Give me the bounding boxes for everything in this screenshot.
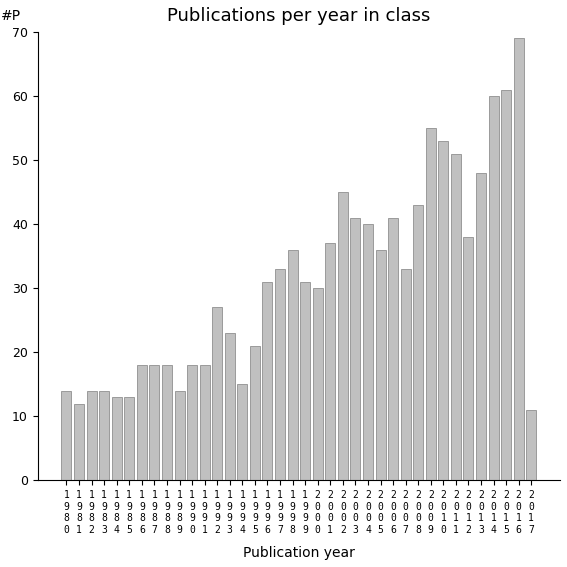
Bar [238, 384, 247, 480]
Bar [413, 205, 423, 480]
Bar [350, 218, 361, 480]
Bar [187, 365, 197, 480]
Bar [476, 173, 486, 480]
Bar [263, 282, 273, 480]
Bar [149, 365, 159, 480]
Bar [325, 243, 335, 480]
Bar [250, 346, 260, 480]
Bar [388, 218, 398, 480]
Text: #P: #P [1, 9, 22, 23]
Bar [375, 250, 386, 480]
Bar [175, 391, 185, 480]
Bar [489, 96, 498, 480]
Bar [99, 391, 109, 480]
Bar [275, 269, 285, 480]
Bar [312, 288, 323, 480]
Bar [212, 307, 222, 480]
Bar [225, 333, 235, 480]
Bar [401, 269, 411, 480]
Title: Publications per year in class: Publications per year in class [167, 7, 430, 25]
Bar [463, 237, 473, 480]
Bar [438, 141, 448, 480]
Bar [451, 154, 461, 480]
Bar [61, 391, 71, 480]
Bar [526, 410, 536, 480]
Bar [162, 365, 172, 480]
Bar [74, 404, 84, 480]
Bar [112, 397, 122, 480]
Bar [426, 128, 436, 480]
Bar [287, 250, 298, 480]
Bar [363, 224, 373, 480]
Bar [338, 192, 348, 480]
Bar [87, 391, 96, 480]
X-axis label: Publication year: Publication year [243, 546, 355, 560]
Bar [124, 397, 134, 480]
Bar [137, 365, 147, 480]
Bar [501, 90, 511, 480]
Bar [514, 39, 524, 480]
Bar [200, 365, 210, 480]
Bar [300, 282, 310, 480]
